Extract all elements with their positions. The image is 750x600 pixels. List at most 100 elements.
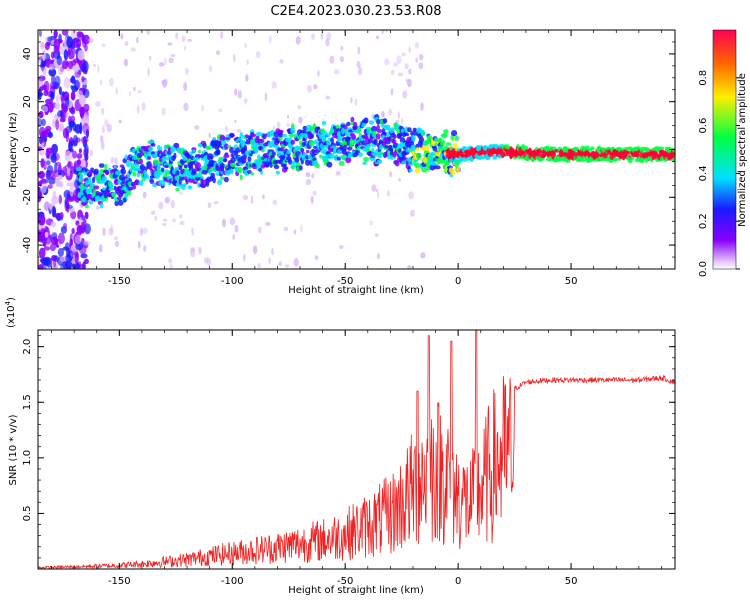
- heatmap-cell: [113, 236, 118, 241]
- heatmap-cell: [68, 140, 73, 152]
- heatmap-cell: [229, 133, 234, 138]
- heatmap-cell: [288, 158, 293, 165]
- heatmap-cell: [400, 118, 404, 124]
- heatmap-cell: [401, 160, 407, 165]
- heatmap-cell: [243, 144, 248, 152]
- heatmap-cell: [115, 87, 118, 95]
- heatmap-cell: [98, 163, 105, 168]
- heatmap-cell: [283, 226, 289, 232]
- heatmap-cell: [227, 144, 232, 149]
- heatmap-cell: [81, 37, 87, 48]
- heatmap-cell: [137, 90, 142, 94]
- heatmap-cell: [237, 89, 242, 99]
- heatmap-cell: [93, 185, 100, 190]
- heatmap-cell: [397, 111, 400, 120]
- heatmap-cell: [77, 32, 85, 41]
- x-tick-label: 0: [455, 576, 461, 587]
- heatmap-cell: [170, 200, 175, 209]
- y-tick-label: 20: [22, 95, 33, 108]
- heatmap-cell: [47, 184, 53, 189]
- heatmap-cell: [110, 157, 115, 164]
- heatmap-cell: [264, 92, 268, 102]
- heatmap-cell: [83, 218, 87, 229]
- heatmap-cell: [539, 146, 545, 151]
- heatmap-cell: [70, 75, 76, 84]
- heatmap-cell: [222, 158, 228, 163]
- heatmap-cell: [175, 170, 180, 176]
- heatmap-cell: [376, 118, 381, 125]
- heatmap-cell: [71, 150, 78, 159]
- heatmap-cell: [77, 49, 85, 61]
- heatmap-cell: [59, 212, 64, 219]
- heatmap-cell: [38, 146, 43, 152]
- heatmap-cell: [203, 256, 209, 264]
- heatmap-cell: [44, 231, 49, 238]
- heatmap-cell: [290, 127, 296, 134]
- heatmap-cell: [130, 47, 136, 52]
- heatmap-cell: [79, 122, 83, 135]
- heatmap-cell: [57, 65, 64, 76]
- heatmap-cell: [178, 191, 184, 195]
- heatmap-cell: [59, 117, 66, 123]
- snr-background: [38, 330, 675, 569]
- heatmap-cell: [148, 55, 152, 61]
- heatmap-cell: [38, 214, 46, 226]
- heatmap-cell: [102, 227, 106, 237]
- heatmap-cell: [271, 81, 277, 89]
- heatmap-cell: [127, 186, 134, 191]
- heatmap-cell: [48, 131, 53, 139]
- heatmap-cell: [314, 163, 320, 169]
- heatmap-cell: [189, 151, 193, 156]
- heatmap-cell: [208, 132, 212, 139]
- x-tick-label: 50: [565, 276, 578, 287]
- heatmap-cell: [221, 135, 226, 141]
- heatmap-cell: [250, 172, 255, 176]
- heatmap-cell: [590, 146, 595, 151]
- heatmap-cell: [268, 257, 271, 264]
- heatmap-cell: [78, 216, 83, 225]
- heatmap-cell: [143, 174, 150, 180]
- heatmap-cell: [376, 159, 383, 165]
- heatmap-cell: [418, 53, 424, 61]
- heatmap-cell: [108, 187, 114, 191]
- heatmap-cell: [84, 180, 89, 187]
- heatmap-cell: [192, 149, 196, 154]
- heatmap-cell: [300, 147, 305, 154]
- x-tick-label: -150: [108, 276, 131, 287]
- heatmap-cell: [38, 232, 42, 242]
- heatmap-cell: [110, 224, 113, 232]
- heatmap-cell: [326, 161, 333, 168]
- snr-multiplier: (x104): [4, 297, 17, 328]
- heatmap-cell: [293, 229, 297, 235]
- heatmap-cell: [217, 179, 223, 186]
- heatmap-cell: [66, 36, 74, 49]
- heatmap-cell: [48, 63, 55, 71]
- heatmap-cell: [407, 264, 412, 269]
- heatmap-cell: [458, 157, 464, 163]
- heatmap-cell: [339, 56, 344, 63]
- heatmap-cell: [288, 133, 295, 138]
- heatmap-cell: [338, 160, 345, 166]
- heatmap-cell: [114, 240, 120, 247]
- heatmap-cell: [321, 120, 327, 126]
- y-tick-label: -20: [22, 189, 33, 205]
- heatmap-cell: [62, 261, 68, 269]
- heatmap-cell: [65, 112, 70, 119]
- heatmap-cell: [376, 191, 380, 200]
- heatmap-cell: [162, 218, 168, 222]
- heatmap-cell: [365, 143, 372, 148]
- heatmap-cell: [412, 129, 417, 136]
- heatmap-cell: [286, 149, 291, 155]
- heatmap-cell: [120, 33, 124, 40]
- heatmap-cell: [268, 149, 274, 153]
- heatmap-cell: [278, 261, 282, 267]
- heatmap-cell: [66, 265, 71, 269]
- heatmap-cell: [116, 196, 122, 201]
- heatmap-cell: [416, 152, 422, 159]
- heatmap-cell: [46, 160, 51, 166]
- heatmap-cell: [74, 234, 82, 245]
- heatmap-cell: [212, 137, 217, 141]
- colorbar-tick-label: 0.2: [698, 213, 709, 229]
- heatmap-cell: [143, 245, 147, 252]
- heatmap-cell: [376, 253, 380, 260]
